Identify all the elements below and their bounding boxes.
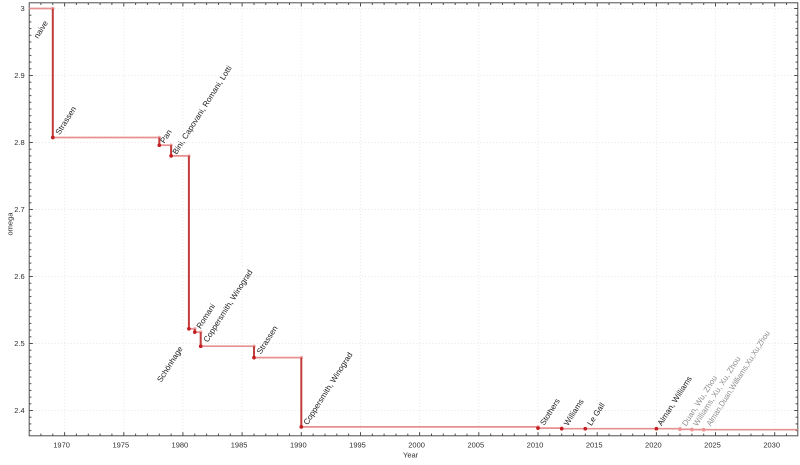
svg-text:1975: 1975: [112, 441, 129, 450]
svg-text:2.8: 2.8: [14, 138, 24, 147]
svg-text:2.7: 2.7: [14, 205, 24, 214]
svg-text:3: 3: [21, 4, 25, 13]
svg-text:2025: 2025: [704, 441, 721, 450]
svg-text:Year: Year: [403, 450, 419, 459]
svg-text:2.5: 2.5: [14, 339, 24, 348]
svg-text:2020: 2020: [645, 441, 662, 450]
svg-text:1990: 1990: [290, 441, 307, 450]
svg-text:2.4: 2.4: [14, 406, 24, 415]
svg-text:omega: omega: [5, 212, 14, 236]
svg-text:2010: 2010: [527, 441, 544, 450]
svg-text:2.6: 2.6: [14, 272, 24, 281]
svg-text:2000: 2000: [408, 441, 425, 450]
svg-text:2030: 2030: [763, 441, 780, 450]
svg-text:2015: 2015: [586, 441, 603, 450]
svg-text:2005: 2005: [467, 441, 484, 450]
svg-text:1995: 1995: [349, 441, 366, 450]
svg-text:1970: 1970: [53, 441, 70, 450]
svg-text:2.9: 2.9: [14, 71, 24, 80]
svg-text:1985: 1985: [231, 441, 248, 450]
svg-text:1980: 1980: [172, 441, 189, 450]
